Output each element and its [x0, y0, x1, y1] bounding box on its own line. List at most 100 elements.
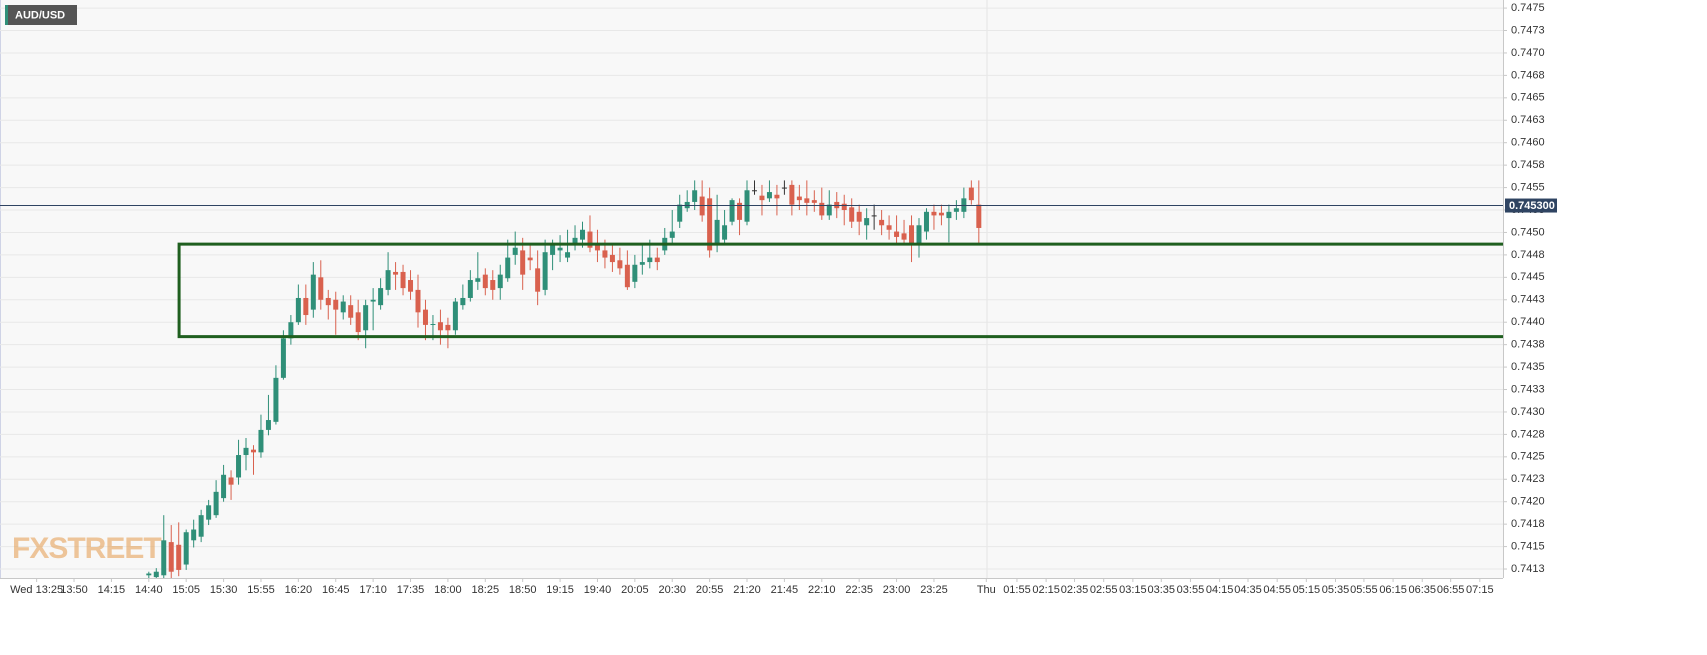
y-tick-label: 0.7473 — [1511, 24, 1545, 36]
candle-body — [849, 207, 855, 222]
x-tick-label: 15:30 — [210, 584, 238, 596]
candle-body — [310, 274, 316, 310]
candle-body — [654, 257, 660, 263]
candle-body — [639, 262, 645, 265]
candle-body — [415, 289, 421, 313]
candle-body — [198, 515, 204, 537]
candle-body — [452, 301, 458, 331]
candle-body — [191, 529, 197, 541]
x-tick-label: 21:20 — [733, 584, 761, 596]
x-tick-label: 19:40 — [584, 584, 612, 596]
candle-body — [236, 455, 242, 478]
title-box — [5, 5, 77, 25]
candle-body — [916, 225, 922, 246]
candle-body — [923, 211, 929, 232]
y-tick-label: 0.7438 — [1511, 339, 1545, 351]
candle-body — [580, 229, 586, 240]
x-tick-label: 19:15 — [546, 584, 574, 596]
x-tick-label: 14:40 — [135, 584, 163, 596]
candle-body — [393, 271, 399, 275]
x-tick-label: 16:20 — [285, 584, 313, 596]
candle-body — [303, 297, 309, 316]
candle-body — [512, 247, 518, 255]
candle-body — [400, 271, 406, 289]
x-tick-label: 20:30 — [658, 584, 686, 596]
x-tick-label: 05:35 — [1322, 584, 1350, 596]
x-tick-label: 06:55 — [1437, 584, 1465, 596]
candle-body — [565, 252, 571, 258]
candle-body — [422, 309, 428, 325]
candle-body — [460, 297, 466, 306]
x-tick-label: 14:15 — [98, 584, 126, 596]
x-tick-label: 03:55 — [1177, 584, 1205, 596]
x-tick-label: 18:50 — [509, 584, 537, 596]
y-tick-label: 0.7463 — [1511, 114, 1545, 126]
candle-body — [856, 211, 862, 222]
x-tick-label: 22:35 — [845, 584, 873, 596]
candle-body — [295, 297, 301, 323]
y-tick-label: 0.7425 — [1511, 451, 1545, 463]
candle-body — [804, 198, 810, 203]
candle-body — [587, 231, 593, 248]
y-tick-label: 0.7445 — [1511, 271, 1545, 283]
x-tick-label: 17:35 — [397, 584, 425, 596]
x-tick-label: 03:35 — [1148, 584, 1176, 596]
x-tick-label: 04:55 — [1263, 584, 1291, 596]
x-tick-label: 02:35 — [1061, 584, 1089, 596]
x-tick-label: 02:15 — [1032, 584, 1060, 596]
candle-body — [826, 204, 832, 216]
zone-box — [177, 242, 1503, 339]
y-tick-label: 0.7430 — [1511, 406, 1545, 418]
candle-body — [206, 505, 212, 520]
y-tick-label: 0.7420 — [1511, 496, 1545, 508]
y-tick-label: 0.7418 — [1511, 518, 1545, 530]
candle-body — [355, 312, 361, 333]
candle-body — [864, 218, 870, 226]
y-tick-label: 0.7468 — [1511, 69, 1545, 81]
x-tick-label: 06:35 — [1408, 584, 1436, 596]
x-tick-label: 04:35 — [1234, 584, 1262, 596]
y-tick-label: 0.7443 — [1511, 294, 1545, 306]
candle-body — [370, 299, 376, 302]
candle-body — [183, 532, 189, 565]
candle-body — [333, 299, 339, 310]
x-tick-label: 01:55 — [1003, 584, 1031, 596]
candle-body — [729, 200, 735, 222]
candle-body — [871, 215, 877, 217]
y-tick-label: 0.7448 — [1511, 249, 1545, 261]
last-price-label: 0.745300 — [1509, 200, 1555, 212]
x-tick-label: 02:55 — [1090, 584, 1118, 596]
candle-body — [161, 540, 167, 576]
y-tick-label: 0.7435 — [1511, 361, 1545, 373]
candle-body — [879, 219, 885, 226]
candle-body — [632, 264, 638, 282]
candle-body — [288, 322, 294, 339]
candle-body — [258, 429, 264, 453]
candle-body — [348, 305, 354, 318]
candle-body — [707, 198, 713, 251]
candle-body — [976, 204, 982, 228]
candle-body — [243, 447, 249, 456]
candle-body — [931, 211, 937, 216]
y-tick-label: 0.7440 — [1511, 316, 1545, 328]
x-tick-label: 15:55 — [247, 584, 275, 596]
candle-body — [781, 187, 787, 189]
y-tick-label: 0.7458 — [1511, 159, 1545, 171]
y-tick-label: 0.7415 — [1511, 540, 1545, 552]
candle-body — [819, 202, 825, 216]
y-tick-label: 0.7465 — [1511, 92, 1545, 104]
candle-body — [714, 219, 720, 246]
y-tick-label: 0.7413 — [1511, 563, 1545, 575]
x-tick-label: 18:25 — [472, 584, 500, 596]
last-price-box — [1505, 198, 1557, 213]
candle-body — [909, 225, 915, 246]
x-tick-label: 17:10 — [359, 584, 387, 596]
x-tick-label: 13:50 — [60, 584, 88, 596]
x-tick-label: 07:15 — [1466, 584, 1494, 596]
candle-body — [609, 254, 615, 263]
candle-body — [550, 245, 556, 255]
y-tick-label: 0.7475 — [1511, 2, 1545, 14]
candle-body — [886, 225, 892, 230]
title-accent — [5, 5, 8, 25]
